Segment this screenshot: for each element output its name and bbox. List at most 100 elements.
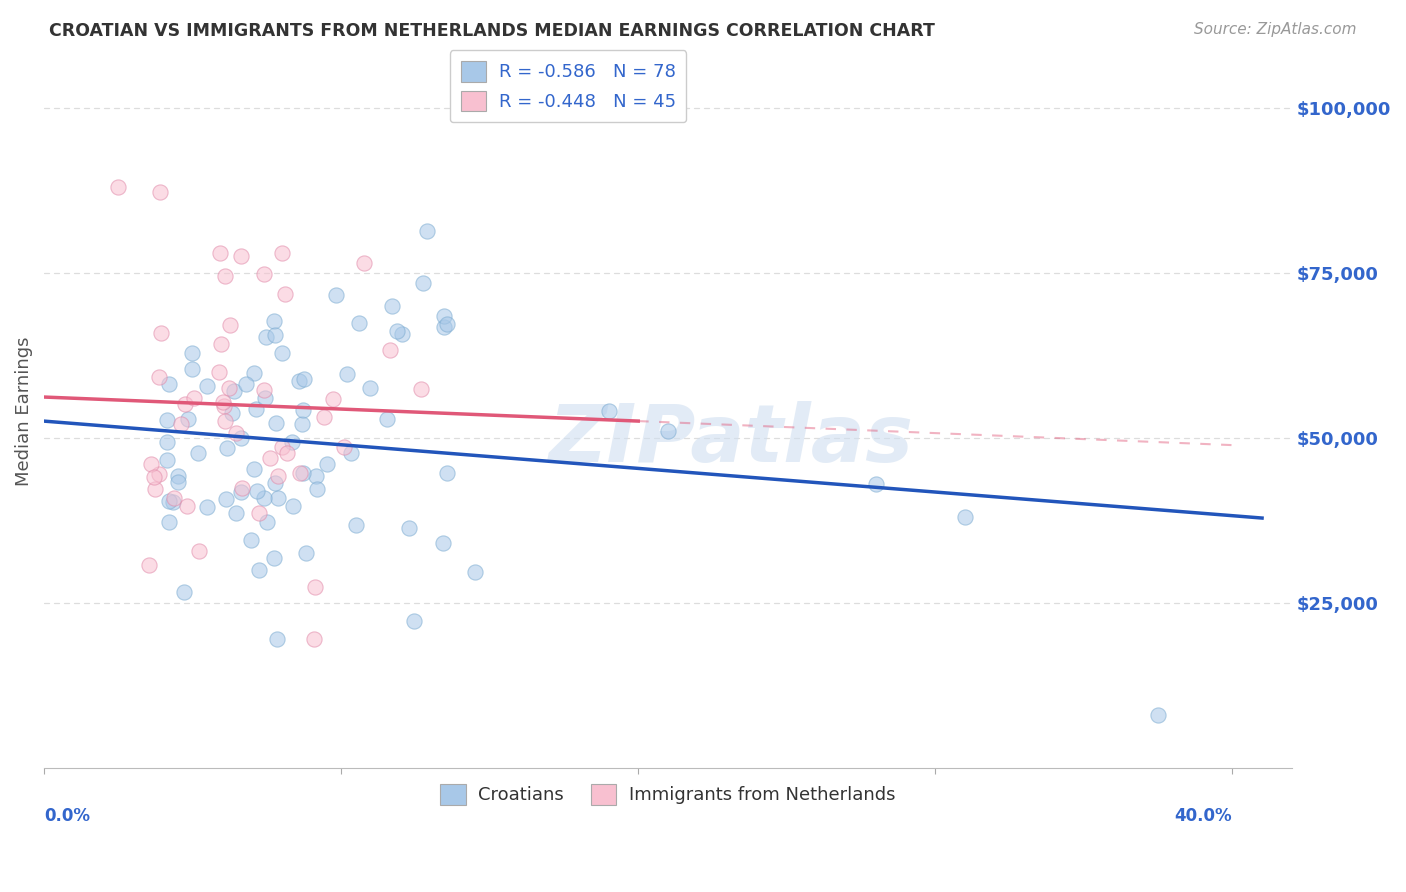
Point bbox=[156, 434, 179, 449]
Point bbox=[412, 276, 434, 290]
Point bbox=[157, 493, 180, 508]
Point bbox=[291, 403, 314, 417]
Point bbox=[181, 362, 204, 376]
Point bbox=[162, 495, 184, 509]
Point bbox=[335, 367, 357, 381]
Point bbox=[173, 584, 195, 599]
Point bbox=[359, 381, 381, 395]
Point bbox=[398, 521, 420, 535]
Point bbox=[270, 246, 292, 260]
Point bbox=[263, 551, 285, 566]
Point bbox=[322, 392, 344, 407]
Point bbox=[231, 481, 253, 495]
Point bbox=[1147, 707, 1170, 722]
Point bbox=[208, 365, 231, 379]
Point bbox=[156, 453, 179, 467]
Point bbox=[436, 318, 458, 332]
Point bbox=[142, 469, 165, 483]
Point bbox=[294, 546, 316, 560]
Point bbox=[143, 482, 166, 496]
Point bbox=[243, 462, 266, 476]
Point bbox=[148, 369, 170, 384]
Point bbox=[245, 402, 267, 417]
Point bbox=[214, 268, 236, 283]
Point bbox=[157, 515, 180, 529]
Point bbox=[195, 379, 218, 393]
Point bbox=[381, 299, 404, 313]
Legend: Croatians, Immigrants from Netherlands: Croatians, Immigrants from Netherlands bbox=[433, 777, 903, 812]
Point bbox=[287, 374, 309, 388]
Point bbox=[312, 410, 335, 425]
Point bbox=[266, 632, 288, 646]
Text: 0.0%: 0.0% bbox=[44, 807, 90, 825]
Point bbox=[264, 476, 287, 491]
Point bbox=[183, 392, 205, 406]
Point bbox=[263, 328, 285, 343]
Point bbox=[253, 267, 276, 281]
Point bbox=[231, 249, 253, 263]
Point bbox=[254, 329, 277, 343]
Point bbox=[212, 395, 235, 409]
Text: CROATIAN VS IMMIGRANTS FROM NETHERLANDS MEDIAN EARNINGS CORRELATION CHART: CROATIAN VS IMMIGRANTS FROM NETHERLANDS … bbox=[49, 22, 935, 40]
Point bbox=[344, 517, 367, 532]
Point bbox=[173, 396, 195, 410]
Point bbox=[150, 326, 173, 340]
Point bbox=[209, 337, 232, 351]
Point bbox=[217, 441, 239, 455]
Point bbox=[433, 309, 456, 323]
Point bbox=[253, 383, 276, 397]
Point bbox=[107, 180, 129, 194]
Point bbox=[188, 544, 211, 558]
Point bbox=[276, 446, 298, 460]
Point bbox=[240, 533, 263, 548]
Point bbox=[288, 466, 311, 480]
Point bbox=[243, 367, 266, 381]
Point bbox=[267, 468, 290, 483]
Point bbox=[281, 435, 304, 450]
Point bbox=[138, 558, 160, 573]
Point bbox=[170, 417, 193, 432]
Y-axis label: Median Earnings: Median Earnings bbox=[15, 336, 32, 486]
Point bbox=[271, 346, 294, 360]
Point bbox=[404, 615, 426, 629]
Point bbox=[148, 467, 170, 481]
Point bbox=[218, 318, 240, 332]
Point bbox=[259, 451, 281, 466]
Point bbox=[231, 431, 253, 445]
Point bbox=[304, 580, 326, 594]
Point bbox=[157, 376, 180, 391]
Point bbox=[246, 484, 269, 499]
Point bbox=[292, 466, 315, 480]
Point bbox=[208, 246, 231, 260]
Point bbox=[416, 224, 439, 238]
Point bbox=[256, 515, 278, 529]
Point bbox=[432, 536, 454, 550]
Point bbox=[218, 380, 240, 394]
Point bbox=[195, 500, 218, 514]
Point bbox=[163, 491, 186, 506]
Point bbox=[391, 327, 413, 342]
Point bbox=[271, 440, 294, 454]
Point bbox=[235, 377, 257, 392]
Point bbox=[225, 506, 247, 520]
Point bbox=[657, 424, 679, 438]
Point bbox=[305, 482, 328, 496]
Point bbox=[180, 346, 202, 360]
Point bbox=[436, 466, 458, 480]
Text: Source: ZipAtlas.com: Source: ZipAtlas.com bbox=[1194, 22, 1357, 37]
Point bbox=[953, 510, 976, 524]
Point bbox=[387, 324, 409, 338]
Point bbox=[302, 632, 325, 647]
Point bbox=[375, 412, 398, 426]
Point bbox=[339, 445, 361, 459]
Point bbox=[598, 404, 620, 418]
Point bbox=[177, 412, 200, 426]
Point bbox=[225, 426, 247, 441]
Point bbox=[378, 343, 401, 357]
Point bbox=[187, 446, 209, 460]
Point bbox=[305, 469, 328, 483]
Point bbox=[224, 384, 246, 398]
Point bbox=[290, 417, 312, 431]
Point bbox=[149, 185, 172, 199]
Point bbox=[292, 372, 315, 386]
